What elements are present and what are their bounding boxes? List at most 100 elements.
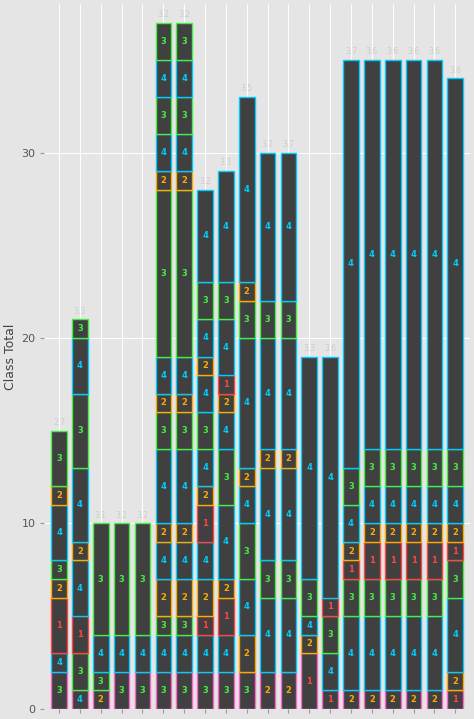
Text: 4: 4 — [223, 222, 229, 232]
Bar — [364, 542, 380, 579]
Text: 3: 3 — [223, 686, 229, 695]
Bar — [385, 486, 401, 523]
Bar — [155, 635, 171, 672]
Text: 4: 4 — [369, 250, 375, 259]
Text: 3: 3 — [244, 686, 250, 695]
Bar — [72, 338, 88, 393]
Bar — [385, 449, 401, 486]
Text: 2: 2 — [160, 593, 166, 602]
Bar — [447, 449, 463, 486]
Bar — [239, 468, 255, 486]
Text: 4: 4 — [223, 426, 229, 435]
Text: 2: 2 — [348, 546, 354, 556]
Text: 4: 4 — [348, 519, 354, 528]
Text: 2: 2 — [98, 695, 104, 704]
Text: 3: 3 — [202, 296, 208, 306]
Bar — [114, 635, 129, 672]
Text: 4: 4 — [431, 500, 438, 509]
Text: 3: 3 — [56, 686, 62, 695]
Text: 4: 4 — [202, 649, 208, 658]
Bar — [218, 283, 234, 319]
Text: 4: 4 — [390, 250, 396, 259]
Text: 3.2: 3.2 — [178, 10, 190, 19]
Bar — [343, 468, 359, 505]
Bar — [197, 357, 213, 375]
Text: 4: 4 — [160, 649, 166, 658]
Bar — [239, 301, 255, 338]
Text: 4: 4 — [410, 250, 417, 259]
Text: 4: 4 — [390, 649, 396, 658]
Bar — [218, 319, 234, 375]
Text: 3: 3 — [390, 463, 396, 472]
Text: 1: 1 — [202, 519, 208, 528]
Bar — [93, 690, 109, 709]
Bar — [197, 375, 213, 412]
Bar — [447, 78, 463, 449]
Text: 3: 3 — [182, 37, 187, 46]
Bar — [260, 449, 275, 468]
Text: 2: 2 — [181, 528, 187, 537]
Bar — [427, 486, 442, 523]
Bar — [176, 171, 192, 190]
Bar — [281, 597, 296, 672]
Bar — [406, 523, 421, 542]
Text: 1: 1 — [202, 621, 208, 630]
Bar — [260, 468, 275, 561]
Text: 3: 3 — [161, 111, 166, 120]
Text: 3: 3 — [182, 111, 187, 120]
Text: 3: 3 — [161, 269, 166, 278]
Bar — [72, 653, 88, 690]
Text: 4: 4 — [285, 222, 292, 232]
Text: 2.7: 2.7 — [53, 418, 65, 427]
Bar — [447, 690, 463, 709]
Bar — [155, 412, 171, 449]
Bar — [51, 561, 67, 579]
Text: 3.6: 3.6 — [408, 47, 419, 56]
Bar — [301, 357, 317, 579]
Bar — [385, 542, 401, 579]
Bar — [176, 616, 192, 635]
Text: 3.3: 3.3 — [303, 344, 315, 353]
Text: 3.3: 3.3 — [74, 307, 86, 316]
Text: 3.1: 3.1 — [95, 510, 107, 520]
Bar — [406, 579, 421, 616]
Text: 4: 4 — [390, 500, 396, 509]
Bar — [72, 542, 88, 561]
Bar — [406, 60, 421, 449]
Text: 3: 3 — [140, 574, 146, 584]
Text: 4: 4 — [56, 528, 62, 537]
Bar — [176, 190, 192, 357]
Text: 3: 3 — [119, 574, 125, 584]
Bar — [155, 542, 171, 579]
Bar — [322, 616, 338, 653]
Text: 4: 4 — [244, 398, 250, 408]
Bar — [176, 23, 192, 60]
Bar — [218, 393, 234, 412]
Text: 3: 3 — [431, 463, 437, 472]
Text: 4: 4 — [77, 500, 83, 509]
Text: 3: 3 — [306, 593, 312, 602]
Text: 4: 4 — [410, 500, 417, 509]
Bar — [447, 597, 463, 672]
Bar — [281, 561, 296, 597]
Text: 2: 2 — [181, 176, 187, 185]
Text: 4: 4 — [118, 649, 125, 658]
Bar — [114, 523, 129, 635]
Bar — [322, 690, 338, 709]
Bar — [176, 579, 192, 616]
Text: 4: 4 — [56, 658, 62, 667]
Bar — [51, 672, 67, 709]
Bar — [260, 561, 275, 597]
Text: 3: 3 — [56, 454, 62, 463]
Text: 3: 3 — [202, 686, 208, 695]
Bar — [343, 542, 359, 561]
Text: 2: 2 — [452, 528, 458, 537]
Bar — [281, 338, 296, 449]
Text: 2: 2 — [390, 695, 396, 704]
Text: 3.3: 3.3 — [220, 158, 232, 168]
Bar — [364, 60, 380, 449]
Text: 4: 4 — [431, 250, 438, 259]
Text: 3: 3 — [98, 677, 104, 685]
Text: 3: 3 — [182, 621, 187, 630]
Text: 1: 1 — [327, 695, 333, 704]
